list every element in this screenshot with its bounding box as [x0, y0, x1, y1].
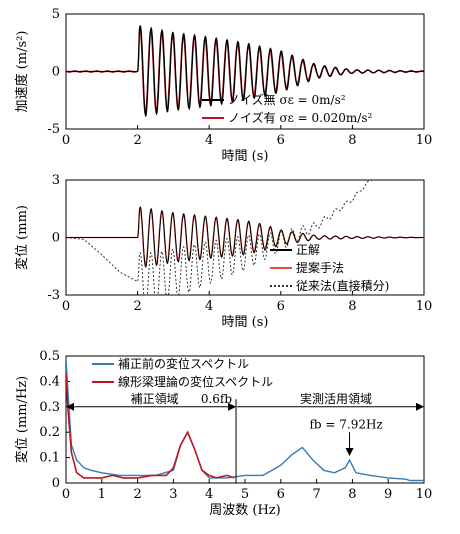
spec-boundary-label: 0.6fb: [201, 392, 233, 406]
spec-y-tick-label: 0: [52, 476, 60, 491]
spec-x-tick-label: 0: [62, 487, 70, 502]
spec-legend-uncorrected: 補正前の変位スペクトル: [118, 356, 249, 371]
spec-series-uncorrected-line: [66, 358, 424, 482]
disp-y-tick-label: 0: [52, 231, 60, 246]
spec-fb-label: fb = 7.92Hz: [309, 417, 382, 431]
disp-x-tick-label: 6: [277, 299, 285, 314]
disp-x-tick-label: 8: [348, 299, 356, 314]
spec-x-tick-label: 1: [98, 487, 106, 502]
accel-y-axis-label: 加速度 (m/s²): [14, 31, 30, 113]
disp-x-axis-label: 時間 (s): [222, 315, 269, 330]
accel-series-nonoise-line: [66, 25, 424, 118]
disp-series-truth-line: [66, 206, 424, 268]
spec-y-tick-label: 0.4: [39, 374, 60, 389]
disp-x-tick-label: 10: [416, 299, 433, 314]
disp-legend-proposed: 提案手法: [296, 260, 344, 275]
disp-legend-conventional: 従来法(直接積分): [296, 278, 389, 293]
disp-x-tick-label: 2: [133, 299, 141, 314]
accel-x-tick-label: 6: [277, 133, 285, 148]
spec-x-tick-label: 8: [348, 487, 356, 502]
disp-y-axis-label: 変位 (mm): [14, 205, 30, 270]
spec-x-tick-label: 9: [384, 487, 392, 502]
spec-y-tick-label: 0.2: [39, 425, 60, 440]
accel-x-tick-label: 10: [416, 133, 433, 148]
spectrum-panel: 0 1 2 3 4 5 6 7 8 9 10 0 0.1 0.2 0.3 0.4 0.5 周波数 (Hz) 変位 (…: [14, 349, 432, 518]
spec-x-tick-label: 7: [312, 487, 320, 502]
disp-y-tick-label: -3: [47, 288, 60, 303]
spec-x-axis-label: 周波数 (Hz): [209, 503, 280, 518]
accel-legend-noise: ノイズ有 σε = 0.020m/s²: [228, 110, 372, 125]
spec-correction-region-label: 補正領域: [131, 391, 179, 406]
accel-y-tick-label: -5: [47, 122, 60, 137]
spec-legend-linear-beam: 線形梁理論の変位スペクトル: [118, 374, 273, 389]
disp-legend-truth: 正解: [296, 243, 320, 257]
disp-series-conventional-line: [66, 180, 375, 295]
accel-y-tick-label: 0: [52, 65, 60, 80]
spec-y-tick-label: 0.5: [39, 349, 60, 364]
spec-x-tick-label: 4: [205, 487, 213, 502]
spec-y-axis-label: 変位 (mm/Hz): [14, 376, 30, 464]
accel-x-axis-label: 時間 (s): [222, 149, 269, 164]
spec-y-tick-label: 0.3: [39, 400, 60, 415]
accel-x-tick-label: 2: [133, 133, 141, 148]
accel-y-tick-label: 5: [52, 7, 60, 22]
disp-y-tick-label: 3: [52, 173, 60, 188]
disp-x-tick-label: 4: [205, 299, 213, 314]
spec-x-tick-label: 2: [133, 487, 141, 502]
disp-x-tick-label: 0: [62, 299, 70, 314]
accel-x-tick-label: 0: [62, 133, 70, 148]
accel-legend-nonoise: ノイズ無 σε = 0m/s²: [228, 92, 346, 107]
spec-x-tick-label: 10: [416, 487, 433, 502]
spec-measure-region-label: 実測活用領域: [300, 391, 372, 406]
spec-x-tick-label: 5: [241, 487, 249, 502]
spec-y-tick-label: 0.1: [39, 451, 60, 466]
spec-series-linear-beam-line: [66, 373, 235, 479]
spec-x-tick-label: 3: [169, 487, 177, 502]
accel-x-tick-label: 4: [205, 133, 213, 148]
spec-x-tick-label: 6: [277, 487, 285, 502]
accel-x-tick-label: 8: [348, 133, 356, 148]
